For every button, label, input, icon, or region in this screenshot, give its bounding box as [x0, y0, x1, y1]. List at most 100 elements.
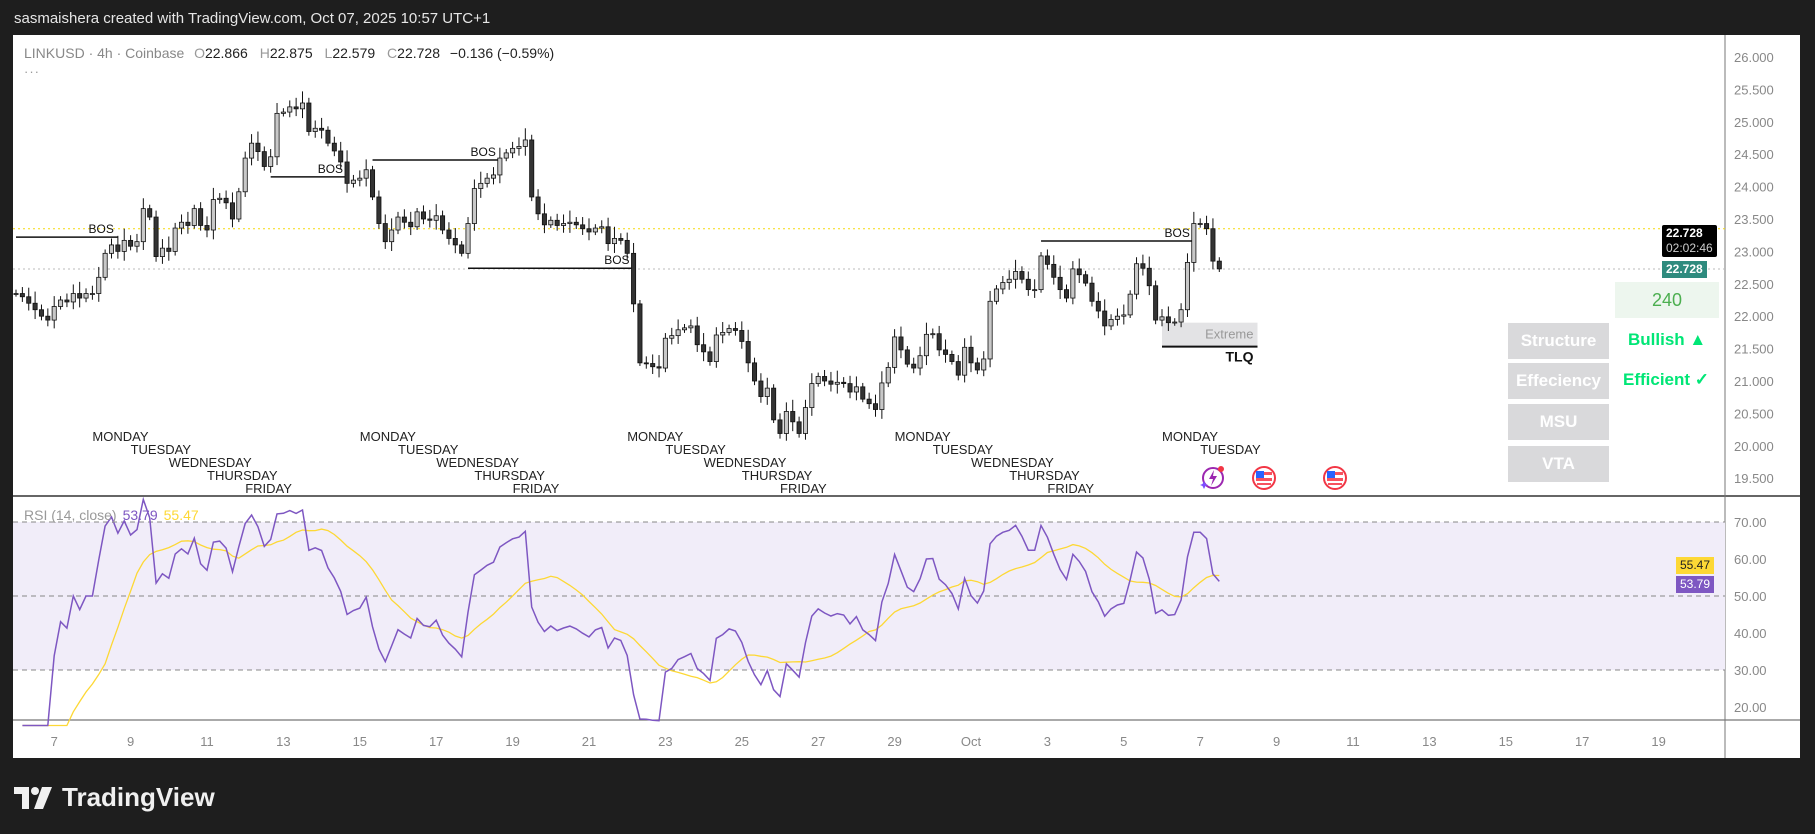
candle-body [1197, 223, 1203, 225]
candle-body [1051, 263, 1057, 278]
weekday-label: TUESDAY [665, 442, 726, 457]
time-tick-label: 25 [735, 734, 749, 749]
candle-body [828, 380, 834, 385]
candle [643, 356, 649, 369]
candle [815, 372, 821, 387]
us-flag-icon[interactable] [1322, 465, 1348, 491]
candle [1127, 290, 1133, 319]
lightning-event-icon[interactable] [1199, 465, 1225, 491]
candle-body [592, 227, 598, 233]
candle [38, 304, 44, 321]
candle [580, 217, 586, 235]
candle [280, 108, 286, 117]
candle [637, 300, 643, 366]
candle-body [172, 227, 178, 252]
weekday-label: FRIDAY [780, 481, 827, 496]
candle-body [656, 366, 662, 369]
candle-body [1216, 260, 1222, 270]
more-indicators-button[interactable]: ··· [24, 64, 40, 79]
candle [109, 238, 115, 259]
candle-body [777, 419, 783, 434]
price-tick-label: 24.500 [1734, 147, 1774, 162]
candle-body [1013, 271, 1019, 280]
candle-body [420, 211, 426, 220]
candle-body [860, 386, 866, 400]
time-tick-label: 7 [51, 734, 58, 749]
candle-body [223, 197, 229, 204]
candle [350, 174, 356, 188]
candle-body [185, 221, 191, 226]
close-price-tag: 22.728 [1662, 261, 1707, 278]
time-tick-label: 19 [1651, 734, 1665, 749]
candle [484, 172, 490, 188]
candle-body [943, 349, 949, 355]
tradingview-logo[interactable]: TradingView [14, 782, 215, 813]
candle [1044, 249, 1050, 270]
rsi-legend[interactable]: RSI (14, close) 53.79 55.47 [24, 507, 199, 523]
candle [694, 316, 700, 352]
structure-value: Bullish ▲ [1628, 330, 1707, 349]
weekday-label: MONDAY [92, 429, 148, 444]
candle [503, 149, 509, 162]
candle-body [147, 208, 153, 218]
candle-body [153, 216, 159, 257]
candle [1134, 257, 1140, 300]
candle-body [389, 229, 395, 243]
candle-body [306, 102, 312, 132]
candle [147, 204, 153, 221]
us-flag-icon[interactable] [1251, 465, 1277, 491]
candle-body [268, 156, 274, 167]
candle-body [713, 334, 719, 362]
bar-countdown: 02:02:46 [1666, 241, 1713, 255]
candle-body [299, 102, 305, 110]
symbol-info[interactable]: LINKUSD · 4h · Coinbase [24, 45, 185, 61]
candle-body [370, 169, 376, 198]
candle-body [682, 327, 688, 331]
candle-body [936, 333, 942, 351]
candle [408, 211, 414, 236]
candle-body [32, 302, 38, 311]
candle-body [790, 411, 796, 423]
candle [752, 357, 758, 386]
candle [1070, 261, 1076, 305]
candle-body [478, 182, 484, 189]
candle-body [19, 293, 25, 298]
candle [758, 373, 764, 403]
candle [898, 326, 904, 359]
weekday-label: MONDAY [895, 429, 951, 444]
candle [1000, 276, 1006, 295]
candle-body [885, 366, 891, 384]
msu-label: MSU [1508, 404, 1609, 440]
time-tick-label: 19 [505, 734, 519, 749]
rsi-tick-label: 70.00 [1734, 515, 1767, 530]
candle-body [325, 129, 331, 144]
candle [229, 192, 235, 228]
efficiency-value: Efficient ✓ [1623, 370, 1710, 389]
candle [331, 136, 337, 157]
candle-body [465, 223, 471, 254]
candle [720, 322, 726, 344]
candle [618, 233, 624, 245]
candle-body [1178, 309, 1184, 323]
candle [1121, 304, 1127, 325]
chart-attribution: sasmaishera created with TradingView.com… [14, 10, 491, 27]
price-tick-label: 22.000 [1734, 309, 1774, 324]
candle [554, 213, 560, 231]
price-tick-label: 20.000 [1734, 439, 1774, 454]
candle [382, 214, 388, 249]
candle-body [739, 330, 745, 342]
candle [249, 134, 255, 166]
candle-body [1019, 271, 1025, 280]
candle [1165, 306, 1171, 331]
rsi-tick-label: 30.00 [1734, 663, 1767, 678]
candle [153, 210, 159, 262]
candle-body [408, 221, 414, 228]
candle-body [179, 221, 185, 229]
candle-body [529, 139, 535, 198]
candle-body [427, 218, 433, 221]
candle [452, 228, 458, 254]
candle [64, 293, 70, 308]
candle-body [873, 403, 879, 410]
candle-body [1108, 319, 1114, 327]
